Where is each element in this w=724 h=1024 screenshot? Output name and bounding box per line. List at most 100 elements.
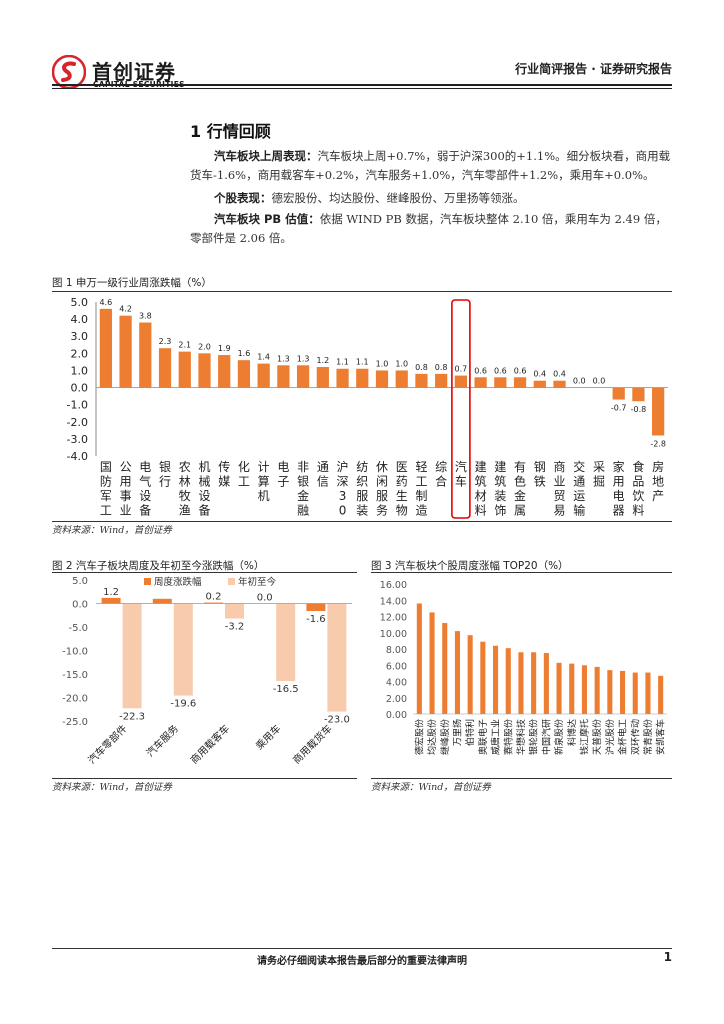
x-tick-label: 银轮股份 (528, 719, 540, 755)
paragraph-lead: 汽车板块 PB 估值： (214, 212, 320, 226)
x-tick-label: 科博达 (566, 719, 578, 746)
bar (429, 612, 435, 714)
x-tick-label: 汽车服务 (143, 722, 180, 759)
figure1-bottom-rule (52, 521, 672, 522)
data-label: 4.2 (119, 305, 132, 314)
x-tick-label: 万里扬 (451, 719, 463, 746)
x-tick-label: 造 (415, 504, 427, 518)
data-label: 2.1 (178, 341, 191, 350)
y-tick-label: 5.0 (72, 576, 88, 587)
x-tick-label: 化 (238, 460, 250, 474)
y-tick-label: -10.0 (62, 647, 88, 658)
footer-disclaimer: 请务必仔细阅读本报告最后部分的重要法律声明 (257, 956, 467, 967)
bar (257, 363, 270, 388)
x-tick-label: 织 (356, 475, 368, 489)
data-label: -1.6 (306, 614, 326, 625)
x-tick-label: 行 (159, 475, 171, 489)
figure3-chart: 16.00 14.00 12.00 10.00 8.00 6.00 4.00 2.00 0.00… (380, 580, 667, 755)
x-tick-label: 设 (198, 489, 210, 503)
x-tick-label: 沪光股份 (604, 719, 616, 755)
bar (620, 670, 626, 714)
y-tick-label: 4.0 (71, 313, 89, 326)
x-tick-label: 赛特股份 (502, 719, 514, 755)
y-tick-label: 0.00 (386, 710, 407, 721)
x-tick-label: 防 (100, 474, 112, 489)
data-label: 0.6 (474, 366, 487, 375)
bar (139, 322, 152, 388)
figure2-bottom-rule (52, 778, 357, 779)
figure2-title: 图 2 汽车子板块周度及年初至今涨跌幅（%） (52, 560, 265, 572)
x-tick-label: 车 (455, 474, 467, 489)
data-label: 0.4 (533, 370, 546, 379)
data-label: 1.3 (297, 354, 310, 363)
section-title: 1 行情回顾 (190, 122, 271, 141)
x-tick-label: 生 (396, 489, 408, 503)
bar (494, 377, 507, 388)
x-tick-label: 钱江摩托 (578, 719, 590, 755)
data-label: 0.7 (455, 365, 468, 374)
x-tick-label: 商用载货车 (290, 722, 335, 767)
figure3-top-rule (371, 572, 672, 573)
x-tick-label: 药 (396, 475, 408, 489)
x-tick-label: 信 (317, 475, 329, 489)
highlight-box (451, 299, 471, 519)
data-label: 3.8 (139, 312, 152, 321)
x-tick-label: 易 (554, 504, 566, 518)
x-tick-label: 算 (258, 474, 270, 489)
x-tick-label: 新泉股份 (553, 719, 565, 755)
bar (237, 360, 251, 388)
bar (395, 370, 408, 388)
bar (198, 353, 211, 388)
x-tick-label: 通 (573, 475, 585, 489)
y-tick-label: 6.00 (386, 661, 407, 672)
bar (316, 367, 329, 388)
x-tick-label: 渔 (179, 504, 191, 518)
data-label: 2.3 (159, 337, 172, 346)
legend-label: 年初至今 (238, 576, 277, 588)
x-tick-label: 威唐工业 (490, 719, 502, 755)
x-tick-label: 金 (297, 488, 309, 503)
paragraph-sector-performance: 汽车板块上周表现：汽车板块上周+0.7%，弱于沪深300的+1.1%。细分板块看… (190, 147, 672, 185)
data-label: -2.8 (650, 439, 666, 448)
x-tick-label: 服 (356, 489, 368, 503)
y-tick-label: 2.0 (71, 347, 89, 360)
bar (531, 652, 537, 714)
x-tick-label: 料 (632, 504, 644, 518)
bar (442, 623, 448, 714)
figure2-chart: 5.0 0.0 -5.0 -10.0 -15.0 -20.0 -25.0 1.2 -22.3汽车… (62, 576, 352, 767)
x-tick-label: 装 (356, 504, 368, 518)
data-label: 1.1 (336, 358, 349, 367)
x-tick-label: 业 (120, 504, 132, 518)
data-label: 0.4 (553, 370, 566, 379)
x-tick-label: 深 (337, 475, 349, 489)
x-tick-label: 装 (494, 489, 506, 503)
x-tick-label: 服 (376, 489, 388, 503)
y-tick-label: 16.00 (380, 580, 407, 591)
data-label: 0.0 (593, 377, 606, 386)
x-tick-label: 业 (554, 475, 566, 489)
x-tick-label: 银 (297, 475, 309, 489)
x-tick-label: 械 (198, 474, 210, 489)
data-label: 0.8 (435, 363, 448, 372)
bar (505, 648, 511, 714)
data-label: -22.3 (119, 711, 145, 722)
y-tick-label: -1.0 (67, 399, 88, 412)
x-tick-label: 合 (435, 474, 447, 489)
x-tick-label: 国 (100, 460, 112, 474)
bar-ytd (173, 603, 193, 696)
x-tick-label: 银 (159, 460, 171, 474)
data-label: 0.6 (494, 366, 507, 375)
x-tick-label: 建 (475, 460, 487, 474)
x-tick-label: 华懋科技 (515, 719, 527, 755)
paragraph-pb-valuation: 汽车板块 PB 估值：依据 WIND PB 数据，汽车板块整体 2.10 倍，乘… (190, 210, 672, 248)
x-tick-label: 商用载客车 (188, 722, 233, 767)
x-tick-label: 计 (258, 460, 270, 474)
x-tick-label: 奥联电子 (477, 719, 489, 755)
x-tick-label: 传 (218, 459, 230, 474)
x-tick-label: 工 (100, 504, 112, 518)
x-tick-label: 3 (339, 489, 347, 503)
data-label: 0.0 (573, 377, 586, 386)
x-tick-label: 备 (139, 504, 151, 518)
x-tick-label: 双环传动 (629, 719, 641, 755)
x-tick-label: 牧 (179, 489, 191, 503)
